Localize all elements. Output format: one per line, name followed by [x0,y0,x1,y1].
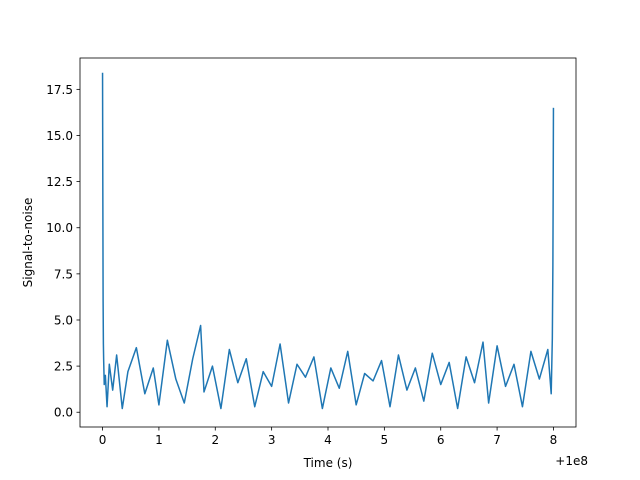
x-tick-label: 3 [268,433,276,447]
x-tick-label: 4 [324,433,332,447]
x-tick-label: 1 [155,433,163,447]
x-tick-label: 7 [493,433,501,447]
x-axis-label: Time (s) [303,456,353,470]
plot-area [101,72,555,410]
y-tick-label: 15.0 [46,129,73,143]
series-line-0 [101,72,555,410]
y-tick-label: 12.5 [46,175,73,189]
y-tick-label: 17.5 [46,83,73,97]
y-tick-label: 5.0 [54,313,73,327]
y-axis: 0.0 2.5 5.0 7.5 10.0 12.5 15.0 17.5 [46,83,80,420]
y-tick-label: 0.0 [54,406,73,420]
x-axis: 0 1 2 3 4 5 6 7 8 [99,427,558,447]
x-tick-label: 6 [437,433,445,447]
x-tick-label: 8 [550,433,558,447]
y-tick-label: 2.5 [54,360,73,374]
y-tick-label: 10.0 [46,221,73,235]
x-tick-label: 0 [99,433,107,447]
y-tick-label: 7.5 [54,267,73,281]
y-axis-label: Signal-to-noise [21,198,35,288]
x-axis-offset-text: +1e8 [555,454,588,468]
x-tick-label: 5 [381,433,389,447]
x-tick-label: 2 [211,433,219,447]
